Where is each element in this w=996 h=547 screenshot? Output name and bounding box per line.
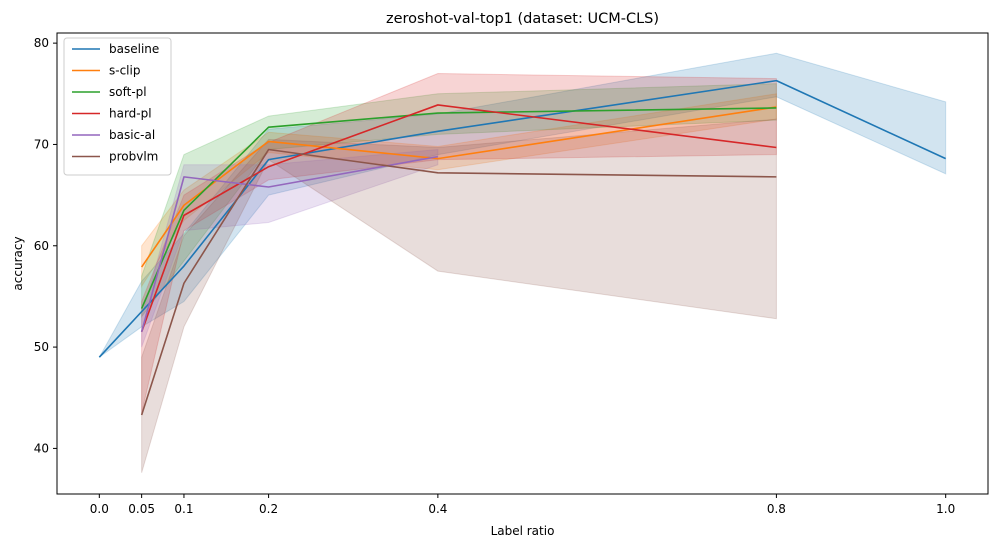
hard-pl-line (140, 104, 777, 333)
y-axis: 40 50 60 70 80 (34, 36, 57, 455)
x-tick-label: 0.2 (259, 502, 278, 516)
probvlm-line (140, 148, 777, 416)
confidence-bands (98, 52, 947, 473)
x-tick-label: 1.0 (936, 502, 955, 516)
legend-entry-s-clip: s-clip (109, 64, 140, 78)
legend-entry-basic-al: basic-al (109, 128, 155, 142)
x-tick-label: 0.05 (128, 502, 155, 516)
chart-title: zeroshot-val-top1 (dataset: UCM-CLS) (386, 11, 659, 27)
soft-pl-band (141, 83, 777, 319)
x-axis-label: Label ratio (491, 524, 555, 538)
legend-entry-soft-pl: soft-pl (109, 85, 147, 99)
x-axis: 0.0 0.05 0.1 0.2 0.4 0.8 1.0 (90, 494, 955, 516)
y-tick-label: 70 (34, 137, 49, 151)
legend-entry-probvlm: probvlm (109, 150, 158, 164)
series-lines (98, 79, 947, 416)
legend-entry-baseline: baseline (109, 42, 159, 56)
basic-al-line (140, 155, 439, 333)
legend-box (63, 37, 172, 176)
y-tick-label: 40 (34, 441, 49, 455)
x-tick-label: 0.0 (90, 502, 109, 516)
baseline-band (98, 52, 947, 358)
y-tick-label: 60 (34, 239, 49, 253)
plot-frame (56, 32, 989, 495)
x-tick-label: 0.1 (174, 502, 193, 516)
probvlm-band (141, 118, 777, 473)
legend: baseline s-clip soft-pl hard-pl basic-al prob… (63, 37, 172, 176)
x-tick-label: 0.4 (428, 502, 447, 516)
hard-pl-band (141, 73, 777, 414)
legend-entry-hard-pl: hard-pl (109, 107, 152, 121)
y-tick-label: 80 (34, 36, 49, 50)
basic-al-band (141, 148, 439, 348)
baseline-line (98, 79, 947, 358)
y-axis-label: accuracy (11, 236, 25, 290)
y-tick-label: 50 (34, 340, 49, 354)
soft-pl-line (140, 107, 777, 309)
x-tick-label: 0.8 (767, 502, 786, 516)
